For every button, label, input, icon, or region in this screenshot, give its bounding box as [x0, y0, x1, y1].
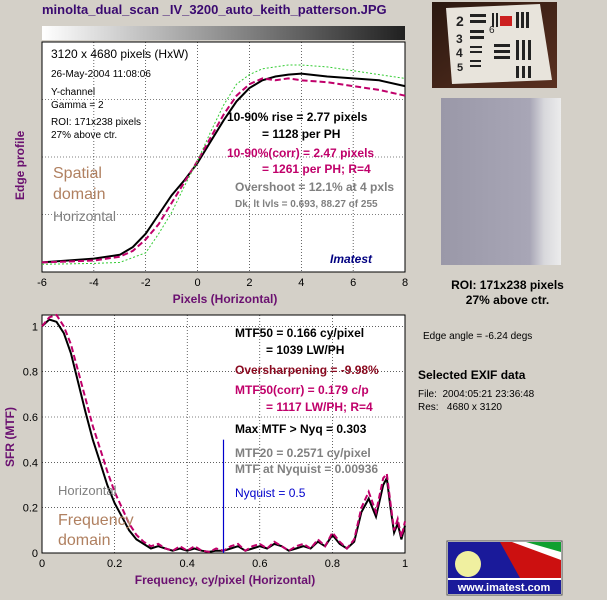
spatial-domain-label: domain	[53, 186, 105, 203]
test-chart-thumbnail: 2 3 4 5 6	[432, 2, 557, 88]
exif-file: File: 2004:05:21 23:36:48	[418, 389, 535, 400]
roi-info: ROI: 171x238 pixels	[51, 117, 141, 128]
exif-title: Selected EXIF data	[418, 368, 526, 382]
gray-level-strip	[42, 26, 405, 40]
mtf50-corr-result: MTF50(corr) = 0.179 c/p	[235, 383, 369, 397]
rise-corr-per-ph: = 1261 per PH; R=4	[262, 162, 371, 176]
edge-xtick-label: 0	[195, 277, 201, 289]
mtf-ytick-label: 0.4	[23, 457, 38, 469]
edge-series-dotted	[41, 64, 406, 265]
mtf-xtick-label: 1	[402, 558, 408, 570]
figure-title: minolta_dual_scan _IV_3200_auto_keith_pa…	[42, 2, 387, 17]
edge-xtick-label: -2	[141, 277, 151, 289]
mtf20-result: MTF20 = 0.2571 cy/pixel	[235, 446, 371, 460]
spatial-label: Spatial	[53, 165, 102, 182]
imatest-logo: www.imatest.com	[446, 540, 563, 596]
mtf-ytick-label: 0.2	[23, 503, 38, 515]
nyquist-label: Nyquist = 0.5	[235, 486, 306, 500]
dark-light-levels: Dk, lt lvls = 0.693, 88.27 of 255	[235, 199, 378, 210]
mtf-ytick-label: 0.6	[23, 412, 38, 424]
imatest-brand: Imatest	[330, 252, 373, 266]
mtf-series-dashed	[41, 313, 406, 553]
edge-xtick-label: 2	[246, 277, 252, 289]
rise-result: 10-90% rise = 2.77 pixels	[227, 110, 368, 124]
roi-size: ROI: 171x238 pixels	[451, 278, 564, 292]
mtf-xtick-label: 0.2	[107, 558, 122, 570]
svg-text:5: 5	[457, 62, 463, 74]
rise-per-ph: = 1128 per PH	[262, 127, 340, 141]
overshoot-result: Overshoot = 12.1% at 4 pxls	[235, 180, 394, 194]
edge-series-dashed	[41, 77, 406, 264]
roi-caption: ROI: 171x238 pixels 27% above ctr.	[415, 278, 600, 308]
mtf-xtick-label: 0.8	[325, 558, 340, 570]
edge-xtick-label: -4	[89, 277, 99, 289]
svg-text:4: 4	[456, 46, 463, 60]
mtf-ytick-label: 0	[32, 548, 38, 560]
edge-xlabel: Pixels (Horizontal)	[173, 292, 278, 306]
mtf-nyquist-result: MTF at Nyquist = 0.00936	[235, 462, 378, 476]
edge-xtick-label: 8	[402, 277, 408, 289]
svg-text:6: 6	[489, 25, 495, 36]
mtf-ylabel: SFR (MTF)	[3, 407, 17, 467]
roi-image	[441, 98, 561, 265]
channel-label: Y-channel	[51, 87, 95, 98]
image-size: 3120 x 4680 pixels (HxW)	[51, 47, 188, 61]
mtf-horizontal-label: Horizontal	[58, 483, 117, 498]
max-mtf-result: Max MTF > Nyq = 0.303	[235, 422, 367, 436]
edge-angle: Edge angle = -6.24 degs	[423, 331, 533, 342]
edge-xtick-label: 4	[298, 277, 304, 289]
edge-xtick-label: -6	[37, 277, 47, 289]
capture-date: 26-May-2004 11:08:06	[51, 69, 151, 80]
mtf-xtick-label: 0	[39, 558, 45, 570]
website-label: www.imatest.com	[457, 582, 551, 594]
mtf-plot: 0 0.2 0.4 0.6 0.8 1 0 0.2 0.4 0.6 0.8 1	[23, 313, 408, 570]
frequency-label: Frequency	[58, 512, 134, 529]
edge-series-solid	[41, 72, 406, 264]
edge-ylabel: Edge profile	[13, 130, 27, 200]
gamma-label: Gamma = 2	[51, 100, 104, 111]
oversharpening-result: Oversharpening = -9.98%	[235, 363, 379, 377]
mtf-ytick-label: 0.8	[23, 367, 38, 379]
edge-xtick-label: 6	[350, 277, 356, 289]
mtf50-corr-lw: = 1117 LW/PH; R=4	[266, 400, 373, 414]
mtf-ytick-label: 1	[32, 321, 38, 333]
svg-text:2: 2	[456, 13, 464, 29]
svg-text:3: 3	[456, 32, 463, 46]
mtf-xlabel: Frequency, cy/pixel (Horizontal)	[135, 573, 315, 587]
mtf-xtick-label: 0.4	[180, 558, 195, 570]
mtf50-lw: = 1039 LW/PH	[266, 343, 344, 357]
exif-resolution: Res: 4680 x 3120	[418, 402, 502, 413]
edge-profile-plot: -6 -4 -2 0 2 4 6 8	[37, 41, 408, 289]
mtf-xtick-label: 0.6	[252, 558, 267, 570]
frequency-domain-label: domain	[58, 532, 110, 549]
roi-position: 27% above ctr.	[465, 293, 550, 307]
mtf50-result: MTF50 = 0.166 cy/pixel	[235, 326, 364, 340]
edge-horizontal-label: Horizontal	[53, 208, 116, 224]
mtf-series-solid	[41, 318, 406, 553]
rise-corr-result: 10-90%(corr) = 2.47 pixels	[227, 146, 374, 160]
above-center: 27% above ctr.	[51, 130, 117, 141]
